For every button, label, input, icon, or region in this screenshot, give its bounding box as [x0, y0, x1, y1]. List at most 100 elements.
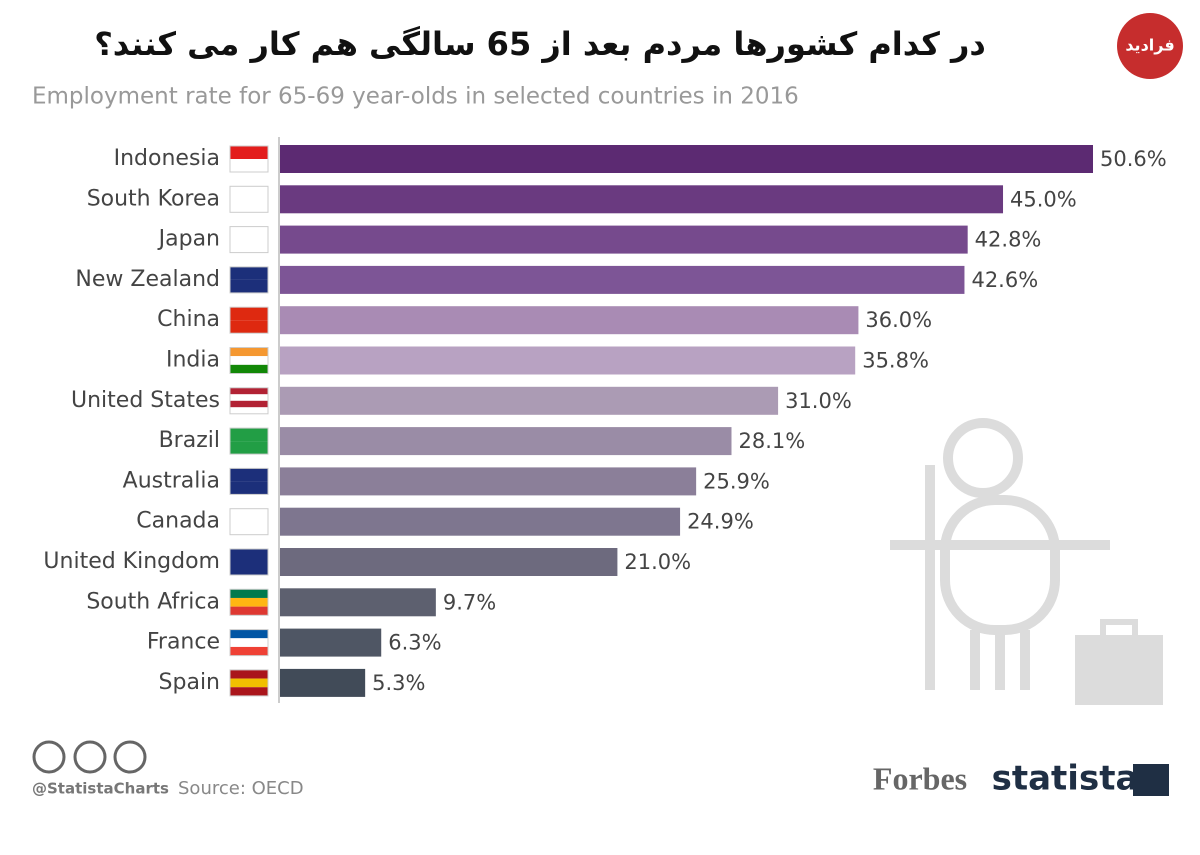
flag-border	[229, 669, 269, 697]
flag-stripe	[230, 347, 268, 357]
flag-stripe	[230, 226, 268, 240]
flag-stripe	[230, 597, 268, 607]
category-label: South Korea	[87, 186, 220, 211]
category-label: United Kingdom	[43, 549, 220, 574]
value-label: 45.0%	[1010, 187, 1077, 211]
brand-statista: statista	[992, 759, 1139, 799]
flag-stripe	[230, 320, 268, 334]
bar	[280, 386, 779, 415]
category-label: China	[157, 307, 220, 332]
flag-stripe	[230, 239, 268, 253]
flag-stripe	[230, 146, 268, 159]
bar	[280, 668, 366, 697]
value-label: 28.1%	[738, 429, 805, 453]
bar	[280, 145, 1093, 173]
briefcase	[1075, 635, 1163, 705]
rows: Indonesia 50.6% South Korea 45.0% Japan 42.8%…	[43, 145, 1167, 697]
flag-stripe	[230, 279, 268, 293]
flag-stripe	[230, 562, 268, 575]
flag-stripe	[230, 521, 268, 535]
flag-stripe	[230, 687, 268, 696]
bar	[280, 467, 697, 496]
logo: فرادید	[1125, 36, 1174, 55]
bar	[280, 265, 965, 294]
flag-stripe	[230, 508, 268, 522]
flag-border	[229, 588, 269, 616]
value-label: 35.8%	[862, 349, 929, 373]
flag-stripe	[230, 356, 268, 365]
flag-stripe	[230, 199, 268, 213]
flag-stripe	[230, 549, 268, 562]
flag-border	[229, 145, 269, 173]
illustration	[890, 418, 1110, 690]
value-label: 36.0%	[865, 308, 932, 332]
value-label: 42.6%	[971, 268, 1038, 292]
logo-badge	[1117, 13, 1183, 79]
value-label: 9.7%	[443, 590, 496, 614]
category-label: Spain	[159, 670, 220, 695]
flag-stripe	[230, 266, 268, 280]
category-label: South Africa	[86, 589, 220, 614]
chart-subtitle: Employment rate for 65-69 year-olds in s…	[32, 84, 799, 110]
flag-stripe	[230, 428, 268, 442]
flag-border	[229, 548, 269, 576]
flag-stripe	[230, 638, 268, 647]
bar	[280, 185, 1004, 214]
category-label: Australia	[123, 468, 220, 493]
flag-border	[229, 266, 269, 294]
bar	[280, 588, 436, 617]
value-label: 24.9%	[687, 510, 754, 534]
value-label: 6.3%	[388, 631, 441, 655]
value-label: 42.8%	[975, 228, 1042, 252]
statista-icon	[1133, 764, 1169, 796]
flag-stripe	[230, 441, 268, 455]
flag-border	[229, 508, 269, 536]
license-icons	[32, 740, 147, 774]
value-label: 21.0%	[624, 550, 691, 574]
category-label: France	[147, 630, 220, 655]
flag-border	[229, 427, 269, 455]
flag-stripe	[230, 468, 268, 482]
flag-stripe	[230, 159, 268, 172]
category-label: Brazil	[159, 428, 220, 453]
bar	[280, 346, 856, 375]
flag-stripe	[230, 400, 268, 408]
flag-stripe	[230, 394, 268, 401]
category-label: Indonesia	[114, 146, 220, 171]
flag-border	[229, 467, 269, 495]
bar	[280, 306, 859, 335]
source: Source: OECD	[178, 778, 304, 799]
category-label: United States	[71, 388, 220, 413]
bar	[280, 507, 681, 536]
flag-stripe	[230, 307, 268, 321]
flag-border	[229, 306, 269, 334]
flag-stripe	[230, 481, 268, 495]
handle: @StatistaCharts	[32, 780, 169, 798]
flag-border	[229, 185, 269, 213]
value-label: 25.9%	[703, 469, 770, 493]
brand-forbes: Forbes	[873, 760, 967, 796]
flag-border	[229, 347, 269, 374]
flag-stripe	[230, 646, 268, 656]
bar	[280, 548, 618, 576]
flag-stripe	[230, 589, 268, 598]
bar	[280, 628, 382, 657]
value-label: 50.6%	[1100, 147, 1167, 171]
flag-stripe	[230, 606, 268, 616]
briefcase-handle	[1100, 619, 1138, 641]
flag-stripe	[230, 364, 268, 374]
flag-stripe	[230, 407, 268, 414]
category-label: India	[166, 348, 220, 373]
flag-border	[229, 226, 269, 254]
flag-border	[229, 629, 269, 657]
flag-border	[229, 387, 269, 415]
flag-stripe	[230, 387, 268, 395]
flag-stripe	[230, 186, 268, 200]
value-label: 31.0%	[785, 389, 852, 413]
bar	[280, 225, 968, 254]
category-label: Canada	[136, 509, 220, 534]
bar	[280, 427, 732, 456]
flag-stripe	[230, 669, 268, 679]
flag-stripe	[230, 678, 268, 688]
